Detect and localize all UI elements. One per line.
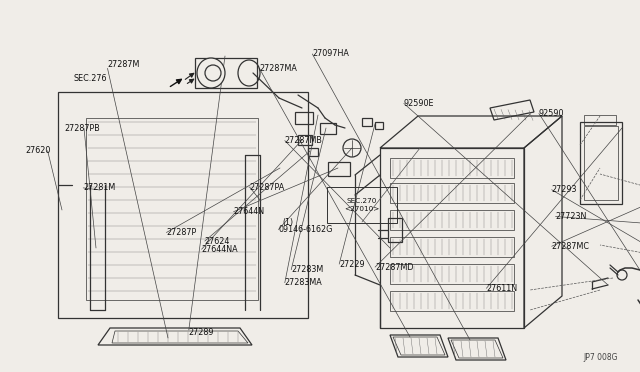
Text: SEC.276: SEC.276 <box>74 74 107 83</box>
Text: 09146-6162G: 09146-6162G <box>278 225 333 234</box>
Bar <box>295 112 313 124</box>
Bar <box>580 122 622 204</box>
Text: 27644N: 27644N <box>234 207 265 216</box>
Text: 27620: 27620 <box>26 146 51 155</box>
Bar <box>390 183 514 203</box>
Text: 27283MA: 27283MA <box>285 278 323 287</box>
Text: 27287MB: 27287MB <box>285 136 323 145</box>
Bar <box>390 291 514 311</box>
Text: 27097HA: 27097HA <box>312 49 349 58</box>
Text: SEC.270
<27010>: SEC.270 <27010> <box>344 198 380 212</box>
Text: 27287MD: 27287MD <box>375 263 413 272</box>
Text: 27289: 27289 <box>189 328 214 337</box>
Ellipse shape <box>197 58 225 88</box>
Bar <box>584 115 616 125</box>
Bar <box>375 122 383 129</box>
Bar <box>298 135 312 145</box>
Bar <box>390 237 514 257</box>
Text: 27287MA: 27287MA <box>259 64 297 73</box>
Text: 27644NA: 27644NA <box>202 245 238 254</box>
Text: 27624: 27624 <box>205 237 230 246</box>
Text: 92590E: 92590E <box>404 99 435 108</box>
Text: 27287PA: 27287PA <box>250 183 285 192</box>
Text: 27287M: 27287M <box>108 60 140 69</box>
Bar <box>390 264 514 284</box>
Text: 27283M: 27283M <box>291 265 323 274</box>
Bar <box>388 218 402 242</box>
Text: 27229: 27229 <box>339 260 365 269</box>
Text: 27293: 27293 <box>552 185 577 194</box>
Bar <box>328 162 350 176</box>
Text: 27611N: 27611N <box>486 284 518 293</box>
Bar <box>390 158 514 178</box>
Text: 27287PB: 27287PB <box>64 124 100 133</box>
Text: 27287P: 27287P <box>166 228 196 237</box>
Bar <box>362 118 372 126</box>
Bar <box>320 123 336 134</box>
Text: (1): (1) <box>282 218 293 227</box>
Bar <box>308 148 318 156</box>
Bar <box>584 126 618 200</box>
Text: 92590: 92590 <box>539 109 564 118</box>
Text: 27281M: 27281M <box>83 183 115 192</box>
Text: 27723N: 27723N <box>556 212 587 221</box>
Text: 27287MC: 27287MC <box>552 242 589 251</box>
Text: JP7 008G: JP7 008G <box>583 353 618 362</box>
Bar <box>390 210 514 230</box>
